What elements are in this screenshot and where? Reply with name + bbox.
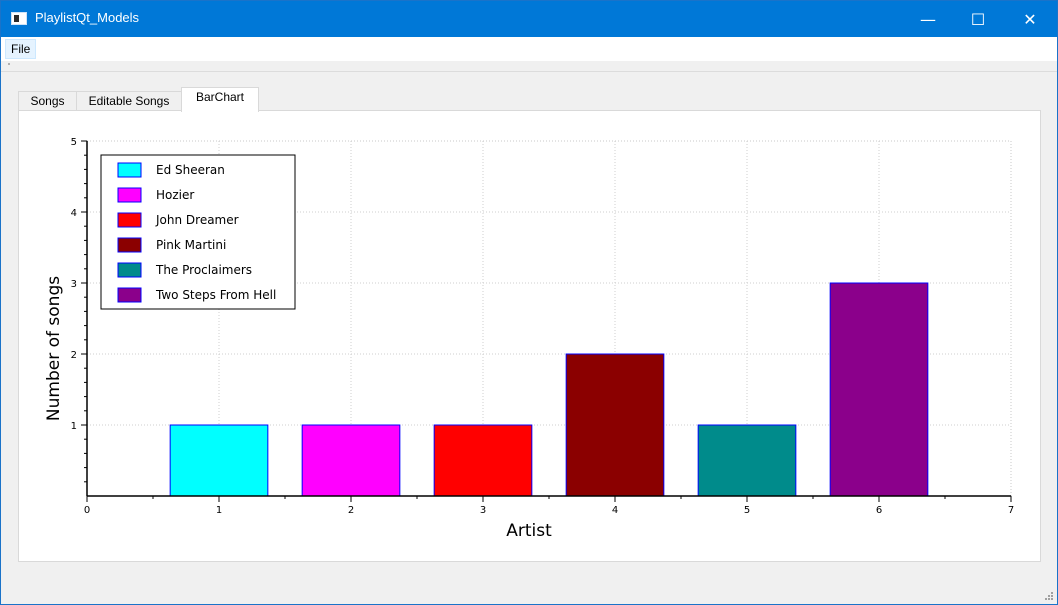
legend-label: Two Steps From Hell (155, 288, 276, 302)
bar-ed-sheeran (169, 424, 269, 497)
x-tick-label: 0 (84, 505, 90, 516)
toolbar-grip[interactable] (8, 63, 10, 65)
legend-swatch (117, 262, 142, 278)
window-title: PlaylistQt_Models (35, 10, 140, 25)
close-button[interactable]: ✕ (1023, 9, 1037, 29)
bar-two-steps-from-hell (829, 282, 929, 497)
y-tick-label: 1 (71, 421, 77, 432)
bar-john-dreamer (433, 424, 533, 497)
x-tick-label: 1 (216, 505, 222, 516)
toolbar-strip (1, 61, 1057, 72)
y-axis-title: Number of songs (44, 276, 64, 421)
tab-barchart[interactable]: BarChart (181, 87, 259, 112)
y-tick-label: 5 (71, 137, 77, 148)
y-tick-label: 4 (71, 208, 77, 219)
bar-pink-martini (565, 353, 665, 497)
maximize-button[interactable]: ☐ (970, 9, 986, 29)
legend-swatch (117, 162, 142, 178)
menu-bar: File (1, 37, 1057, 61)
x-tick-label: 3 (480, 505, 486, 516)
legend-swatch (117, 287, 142, 303)
legend-swatch (117, 212, 142, 228)
legend-label: John Dreamer (155, 213, 239, 227)
tab-songs[interactable]: Songs (18, 91, 77, 111)
legend-box (100, 154, 296, 310)
x-tick-label: 4 (612, 505, 618, 516)
y-tick-label: 2 (71, 350, 77, 361)
legend-label: The Proclaimers (155, 263, 252, 277)
minimize-button[interactable]: — (920, 9, 936, 29)
legend-label: Pink Martini (156, 238, 226, 252)
app-icon (11, 12, 27, 25)
x-tick-label: 6 (876, 505, 882, 516)
title-bar[interactable]: PlaylistQt_Models — ☐ ✕ (1, 1, 1057, 37)
y-tick-label: 3 (71, 279, 77, 290)
legend-label: Ed Sheeran (156, 163, 225, 177)
legend-label: Hozier (156, 188, 194, 202)
bar-chart: 0 1 2 3 4 5 6 7 1 2 3 4 5 Artist Number of songs Ed Sh… (44, 137, 1014, 541)
legend-swatch (117, 237, 142, 253)
bar-hozier (301, 424, 401, 497)
x-tick-label: 5 (744, 505, 750, 516)
x-tick-label: 2 (348, 505, 354, 516)
bar-the-proclaimers (697, 424, 797, 497)
tab-editable-songs[interactable]: Editable Songs (76, 91, 182, 111)
resize-grip[interactable] (1043, 590, 1053, 600)
menu-file[interactable]: File (5, 39, 37, 59)
x-tick-label: 7 (1008, 505, 1014, 516)
x-axis-title: Artist (506, 521, 552, 541)
legend-swatch (117, 187, 142, 203)
barchart-pane: 0 1 2 3 4 5 6 7 1 2 3 4 5 Artist Number of songs Ed Sh… (18, 110, 1041, 562)
